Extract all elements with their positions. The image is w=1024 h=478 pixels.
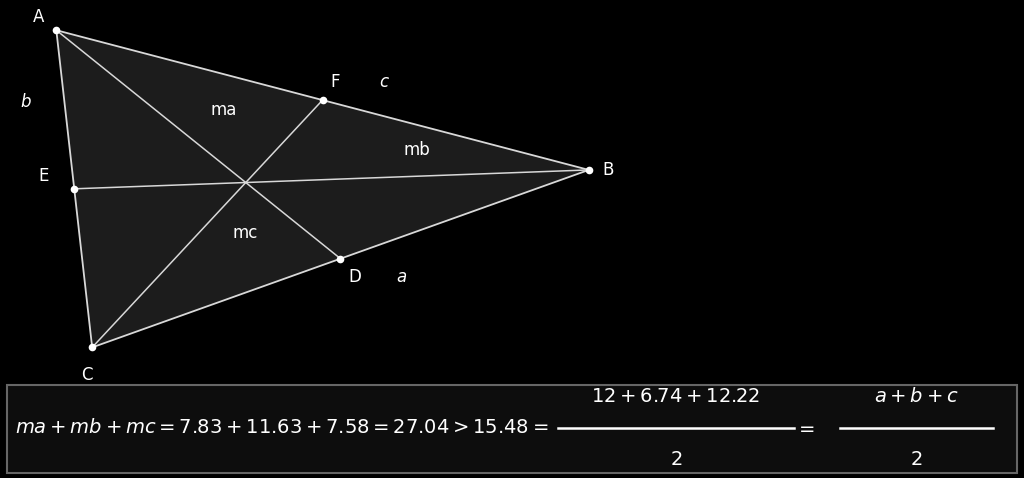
Text: $2$: $2$ [670, 450, 682, 469]
Text: ma: ma [211, 101, 238, 120]
Text: $12 + 6.74 + 12.22$: $12 + 6.74 + 12.22$ [591, 387, 761, 406]
Text: a: a [396, 268, 408, 286]
Text: $a + b + c$: $a + b + c$ [874, 387, 958, 406]
Polygon shape [56, 30, 589, 348]
Text: c: c [379, 73, 388, 91]
Text: $=$: $=$ [795, 418, 815, 437]
Text: mc: mc [233, 224, 258, 242]
Text: A: A [33, 9, 44, 26]
Text: b: b [20, 93, 31, 111]
Text: F: F [331, 73, 340, 91]
Text: C: C [81, 366, 93, 384]
FancyBboxPatch shape [7, 385, 1017, 473]
Text: $ma + mb + mc = 7.83 + 11.63 + 7.58 = 27.04 > 15.48 =$: $ma + mb + mc = 7.83 + 11.63 + 7.58 = 27… [15, 418, 549, 437]
Text: $2$: $2$ [910, 450, 923, 469]
Text: B: B [602, 161, 613, 179]
Text: D: D [348, 268, 361, 286]
Text: mb: mb [403, 141, 431, 159]
Text: E: E [38, 167, 48, 185]
